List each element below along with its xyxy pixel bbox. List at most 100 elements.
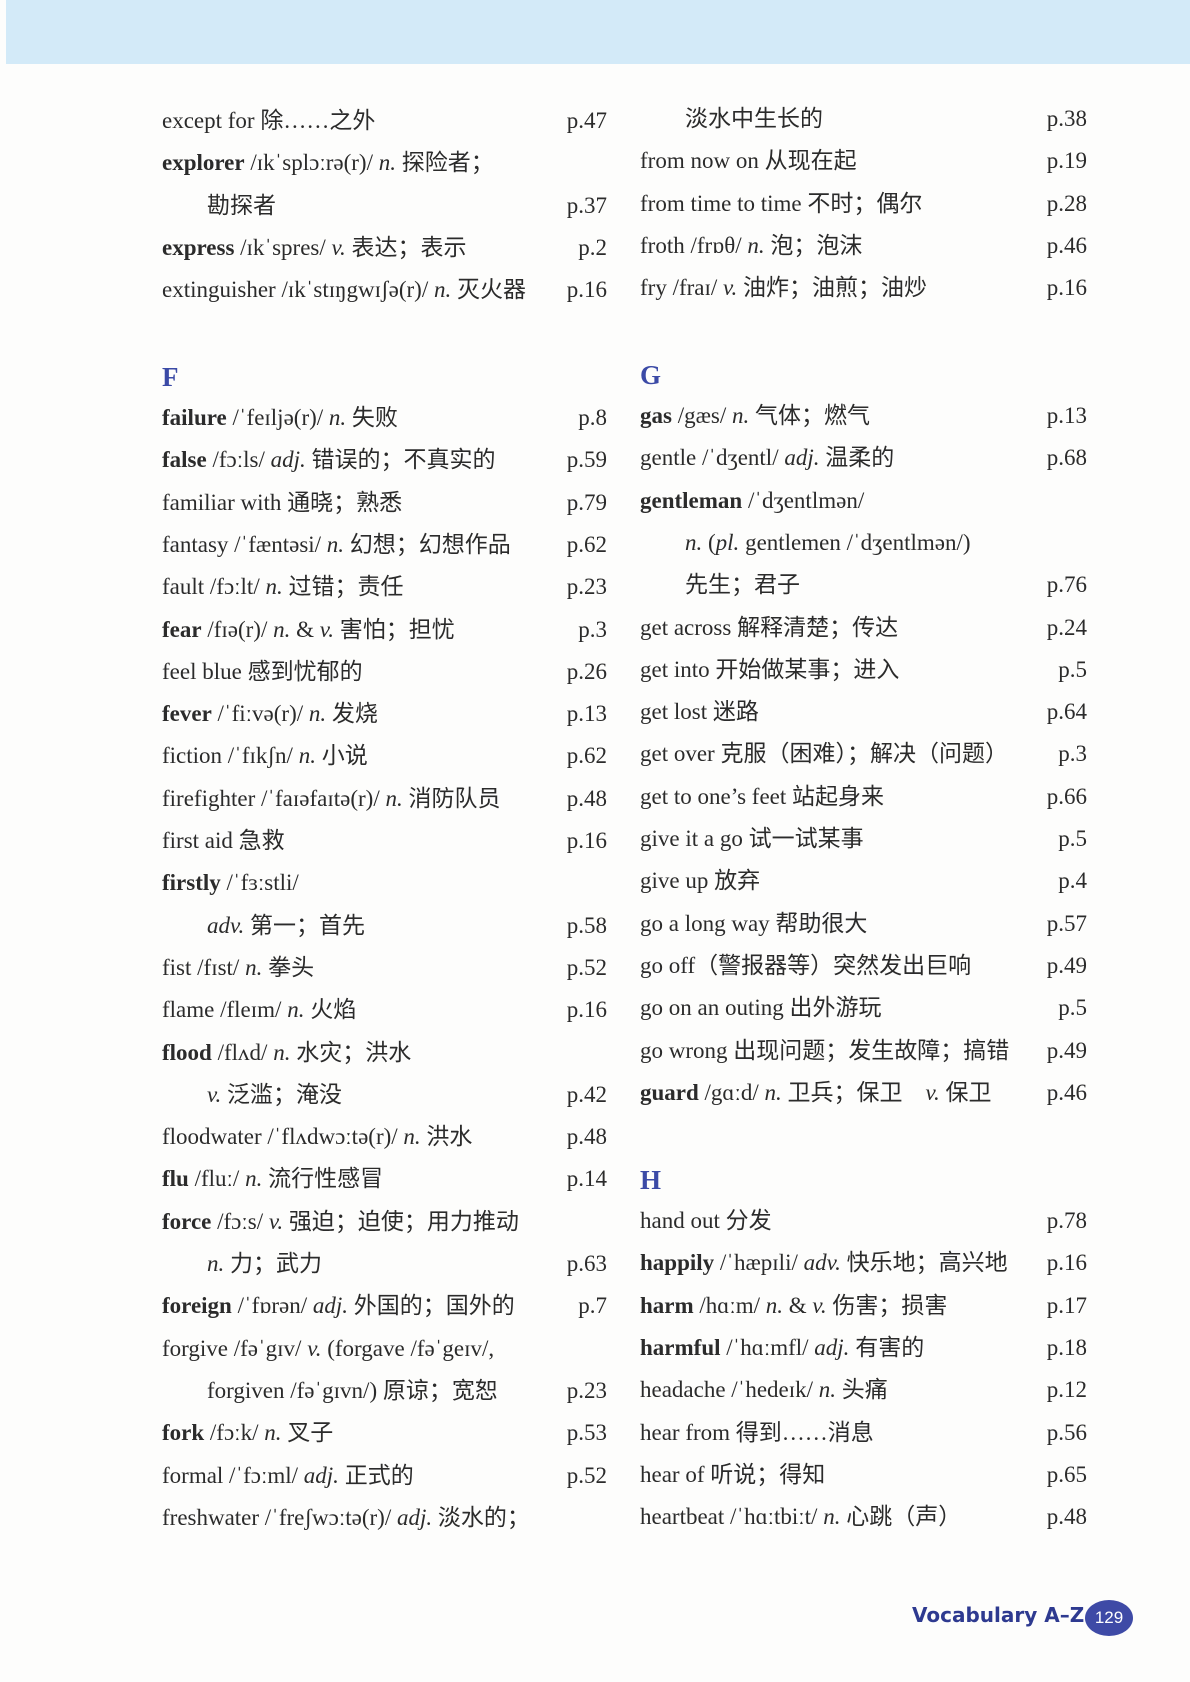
page-reference: p.62 (566, 531, 607, 557)
entry-segment: 错误的；不真实的 (305, 447, 496, 473)
entry-segment: hear from 得到……消息 (640, 1419, 874, 1445)
entry-segment: get to one’s feet 站起身来 (640, 783, 885, 809)
entry-segment: from time to time 不时；偶尔 (640, 190, 923, 216)
page-reference: p.26 (566, 658, 607, 684)
entry-segment: (forgave /fəˈgeɪv/, (321, 1335, 495, 1361)
entry-text: give it a go 试一试某事 (640, 818, 864, 860)
entry-text: from now on 从现在起 (640, 140, 857, 182)
page-reference: p.57 (1046, 910, 1087, 936)
part-of-speech: n. (328, 405, 347, 430)
entry-segment: /hɑːm/ (693, 1292, 766, 1318)
entry-text: hear of 听说；得知 (640, 1454, 825, 1496)
page-reference: p.48 (566, 1124, 607, 1150)
page-reference: p.28 (1046, 190, 1087, 216)
entry-segment: ( (702, 529, 716, 555)
vocabulary-entry-line: fiction /ˈfɪkʃn/ n. 小说 p.62 (162, 735, 607, 777)
section-label: Vocabulary A–Z (912, 1603, 1085, 1627)
page-reference: p.46 (1046, 232, 1087, 258)
entry-text: explorer /ɪkˈsplɔːrə(r)/ n. 探险者； (162, 142, 494, 184)
entry-segment: /fluː/ (188, 1166, 246, 1192)
entry-segment: get across 解释清楚；传达 (640, 614, 899, 640)
entry-text: false /fɔːls/ adj. 错误的；不真实的 (162, 439, 496, 481)
entry-segment: /ɪkˈsplɔːrə(r)/ (244, 150, 379, 176)
entry-text: forgiven /fəˈgɪvn/) 原谅；宽恕 (207, 1370, 498, 1412)
entry-segment: gentlemen /ˈdʒentlmən/) (739, 529, 971, 555)
headword: guard (640, 1079, 699, 1105)
entry-segment: & (290, 616, 320, 642)
vocabulary-entry-line: go wrong 出现问题；发生故障；搞错 p.49 (640, 1030, 1087, 1072)
vocabulary-entry-line: n. (pl. gentlemen /ˈdʒentlmən/) (640, 522, 1087, 564)
entry-segment: 害怕；担忧 (334, 616, 455, 642)
headword: explorer (162, 150, 245, 176)
vocabulary-entry-line: 勘探者 p.37 (162, 185, 607, 227)
entry-segment: /fɔːs/ (211, 1208, 269, 1234)
headword: fear (162, 616, 202, 642)
entry-segment: give up 放弃 (640, 868, 761, 894)
part-of-speech: n. (265, 574, 283, 600)
entry-segment: fiction /ˈfɪkʃn/ (162, 743, 299, 769)
vocabulary-entry-line: gas /gæs/ n. 气体；燃气 p.13 (640, 395, 1087, 437)
page-reference: p.16 (566, 997, 607, 1023)
entry-segment: 伤害；损害 (826, 1292, 948, 1318)
entry-text: 先生；君子 (685, 564, 800, 606)
entry-segment: go a long way 帮助很大 (640, 910, 868, 936)
entry-text: force /fɔːs/ v. 强迫；迫使；用力推动 (162, 1201, 519, 1243)
entry-segment: extinguisher /ɪkˈstɪŋgwɪʃə(r)/ (162, 277, 434, 303)
entry-segment: /ˈdʒentlmən/ (742, 487, 865, 513)
page-reference: p.23 (566, 574, 607, 600)
vocabulary-entry-line: get across 解释清楚；传达 p.24 (640, 607, 1087, 649)
entry-segment: & (783, 1292, 813, 1318)
vocabulary-entry-line: fault /fɔːlt/ n. 过错；责任 p.23 (162, 566, 607, 608)
entry-segment: 火焰 (304, 997, 357, 1023)
entry-text: fork /fɔːk/ n. 叉子 (162, 1412, 333, 1454)
entry-segment: 淡水的； (432, 1504, 530, 1530)
entry-text: give up 放弃 (640, 860, 760, 902)
page-reference: p.23 (566, 1377, 607, 1403)
entry-text: fist /fɪst/ n. 拳头 (162, 947, 314, 989)
entry-text: hand out 分发 (640, 1200, 772, 1242)
vocabulary-entry-line: fork /fɔːk/ n. 叉子 p.53 (162, 1412, 607, 1454)
entry-segment: 有害的 (849, 1334, 925, 1360)
entry-text: headache /ˈhedeɪk/ n. 头痛 (640, 1369, 888, 1411)
entry-segment: /flʌd/ (211, 1039, 274, 1065)
part-of-speech: adv. (207, 912, 245, 938)
vocabulary-entry-line: freshwater /ˈfreʃwɔːtə(r)/ adj. 淡水的； (162, 1497, 607, 1539)
vocabulary-entry-line: 淡水中生长的 p.38 (640, 98, 1087, 140)
entry-segment: forgive /fəˈgɪv/ (162, 1335, 308, 1361)
vocabulary-entry-line: flood /flʌd/ n. 水灾；洪水 (162, 1032, 607, 1074)
entry-segment: except for 除……之外 (162, 108, 376, 133)
entry-text: except for 除……之外 (162, 100, 375, 142)
entry-text: go wrong 出现问题；发生故障；搞错 (640, 1030, 1009, 1072)
entry-segment: forgiven /fəˈgɪvn/) 原谅；宽恕 (207, 1377, 498, 1403)
entry-segment: 洪水 (420, 1124, 473, 1150)
entry-segment: 探险者； (395, 150, 494, 176)
entry-segment: go off（警报器等）突然发出巨响 (640, 952, 972, 978)
entry-text: n. (pl. gentlemen /ˈdʒentlmən/) (685, 522, 971, 564)
page-reference: p.79 (566, 489, 607, 515)
page-reference: p.64 (1046, 699, 1087, 725)
entry-text: go off（警报器等）突然发出巨响 (640, 945, 971, 987)
entry-segment: fry /fraɪ/ (640, 275, 724, 301)
page-reference: p.5 (1058, 995, 1087, 1021)
entry-text: firstly /ˈfɜːstli/ (162, 862, 299, 904)
page-reference: p.59 (566, 447, 607, 473)
entry-segment: fault /fɔːlt/ (162, 574, 266, 600)
page-reference: p.13 (566, 701, 607, 727)
headword: flood (162, 1039, 212, 1065)
entry-segment: 气体；燃气 (749, 403, 871, 428)
entry-segment: 泛滥；淹没 (221, 1081, 343, 1107)
entry-text: harm /hɑːm/ n. & v. 伤害；损害 (640, 1285, 947, 1327)
section-heading: F (162, 362, 179, 392)
vocabulary-entry-line: froth /frɒθ/ n. 泡；泡沫 p.46 (640, 225, 1087, 267)
entry-text: v. 泛滥；淹没 (207, 1074, 342, 1116)
entry-text: feel blue 感到忧郁的 (162, 651, 363, 693)
part-of-speech: v. (723, 275, 738, 301)
section-heading: G (640, 360, 662, 390)
part-of-speech: n. (273, 1039, 291, 1065)
part-of-speech: n. (298, 743, 316, 769)
vocabulary-entry-line: get lost 迷路 p.64 (640, 691, 1087, 733)
page-reference: p.68 (1046, 445, 1087, 471)
part-of-speech: n. (765, 1292, 784, 1318)
part-of-speech: v. (307, 1335, 322, 1361)
entry-segment: 正式的 (338, 1462, 414, 1488)
